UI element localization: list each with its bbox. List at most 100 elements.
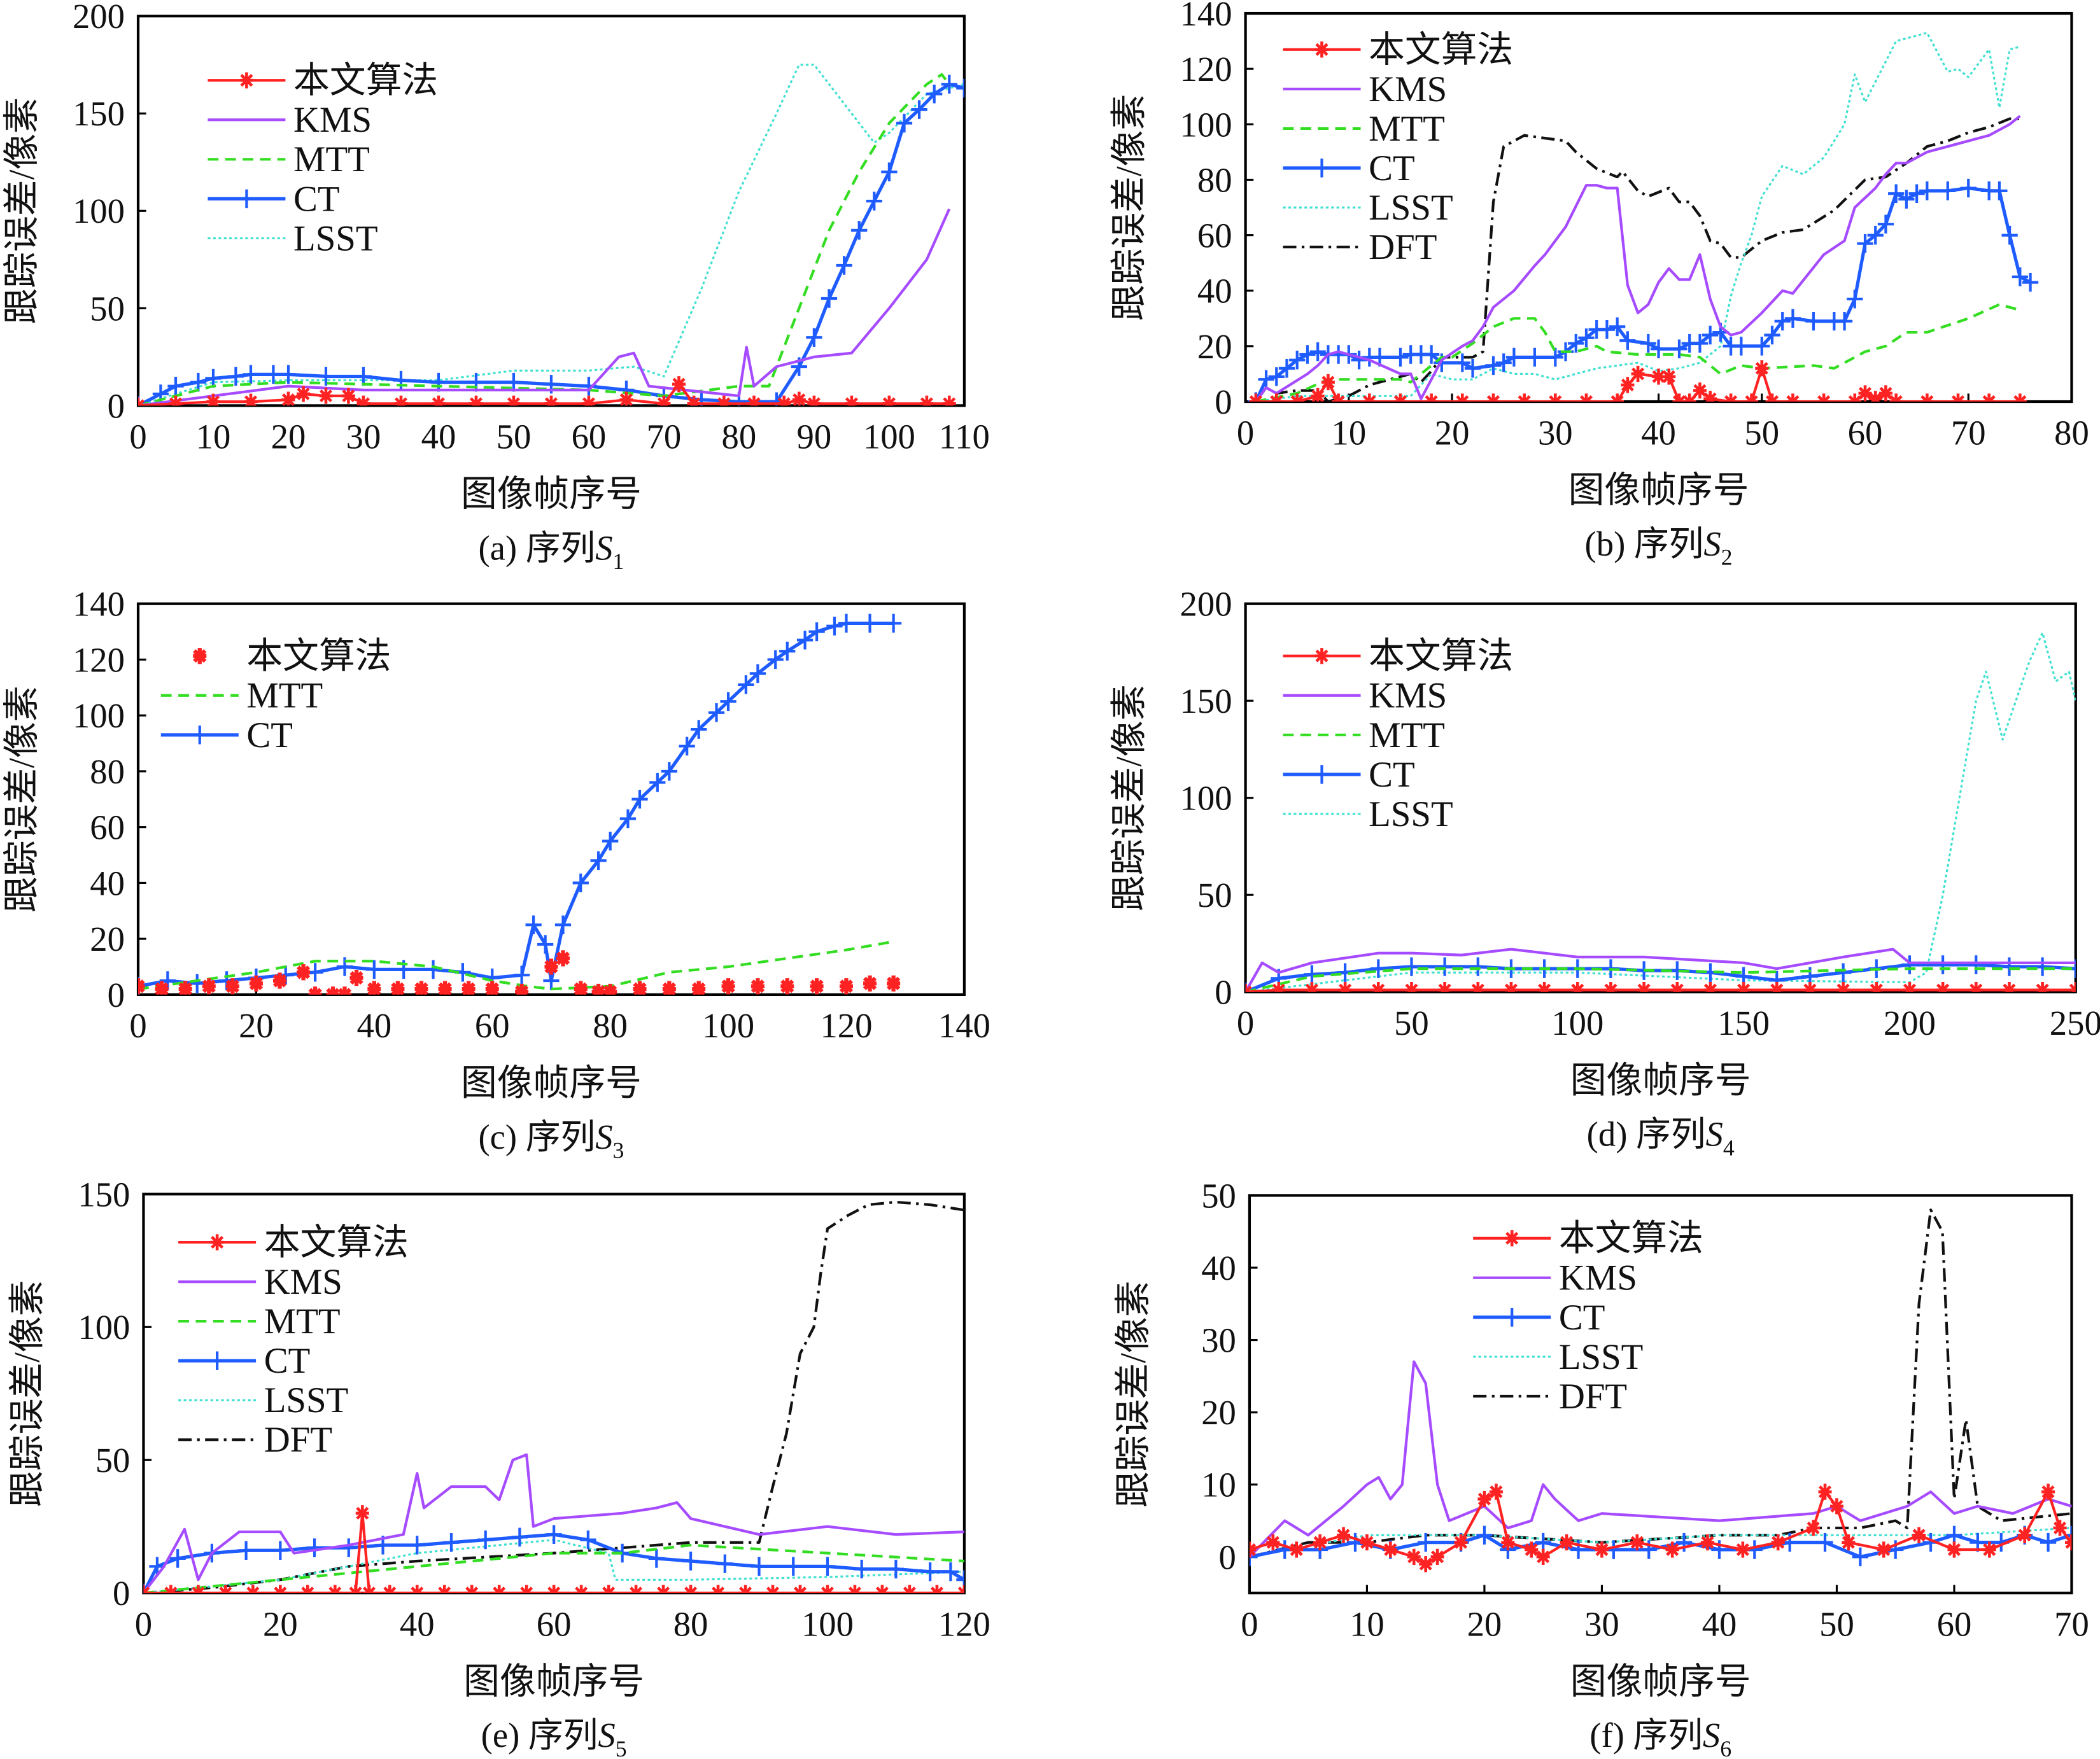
data-point-marker bbox=[1700, 1534, 1715, 1551]
data-point-marker bbox=[845, 395, 859, 406]
series-KMS bbox=[138, 208, 951, 406]
data-point-marker bbox=[861, 613, 878, 633]
x-tick-label: 20 bbox=[1467, 1604, 1502, 1643]
x-axis-label: 图像帧序号 bbox=[1570, 1662, 1751, 1702]
data-point-marker bbox=[2001, 957, 2018, 976]
data-point-marker bbox=[807, 395, 821, 406]
data-point-marker bbox=[349, 969, 363, 986]
y-tick-label: 80 bbox=[90, 752, 125, 791]
data-point-marker bbox=[1755, 360, 1769, 377]
x-tick-label: 0 bbox=[135, 1604, 152, 1643]
legend-marker bbox=[239, 72, 253, 88]
data-point-marker bbox=[272, 972, 287, 989]
data-point-marker bbox=[468, 372, 484, 392]
data-point-marker bbox=[911, 100, 927, 119]
data-point-marker bbox=[362, 1585, 376, 1594]
y-tick-label: 20 bbox=[1201, 1393, 1236, 1432]
data-point-marker bbox=[1829, 1498, 1843, 1515]
data-point-marker bbox=[437, 1585, 451, 1594]
x-tick-label: 40 bbox=[1641, 413, 1676, 452]
series-line bbox=[138, 208, 951, 406]
data-point-marker bbox=[1682, 393, 1696, 402]
data-point-marker bbox=[1805, 311, 1822, 331]
data-point-marker bbox=[249, 975, 264, 992]
data-point-marker bbox=[1338, 982, 1352, 992]
plot-area bbox=[1244, 11, 2073, 403]
data-point-marker bbox=[246, 1585, 260, 1594]
y-tick-label: 20 bbox=[1197, 327, 1232, 366]
x-tick-label: 0 bbox=[1241, 1604, 1258, 1643]
series-KMS bbox=[1245, 948, 2076, 992]
chart-panel-c: 0 20 40 60 80 100 120 140 0 20 40 60 80 100 120 140 图像帧序… bbox=[2, 585, 990, 1163]
data-point-marker bbox=[1570, 982, 1584, 992]
x-tick-label: 60 bbox=[537, 1604, 572, 1643]
data-point-marker bbox=[554, 915, 572, 934]
y-axis-label: 跟踪误差/像素 bbox=[7, 1280, 47, 1507]
caption-prefix: (c) 序列 bbox=[478, 1118, 595, 1156]
y-tick-label: 140 bbox=[73, 585, 125, 624]
panel-caption: (d) 序列S4 bbox=[1587, 1115, 1735, 1161]
x-tick-label: 10 bbox=[1349, 1604, 1385, 1643]
data-point-marker bbox=[692, 981, 706, 995]
data-point-marker bbox=[777, 395, 791, 406]
data-point-marker bbox=[2041, 1483, 2055, 1500]
x-tick-label: 60 bbox=[572, 417, 607, 456]
data-point-marker bbox=[1947, 1541, 1961, 1558]
data-point-marker bbox=[779, 641, 796, 661]
legend-label: DFT bbox=[1369, 227, 1437, 267]
series-CT bbox=[138, 74, 964, 406]
data-point-marker bbox=[1675, 1532, 1693, 1552]
data-point-marker bbox=[602, 831, 619, 851]
data-point-marker bbox=[1652, 368, 1666, 385]
data-point-marker bbox=[1919, 181, 1935, 200]
data-point-marker bbox=[1702, 325, 1719, 345]
data-point-marker bbox=[391, 981, 405, 995]
chart-panel-d: 0 50 100 150 200 250 0 50 100 150 200 图像帧序号 跟踪误差/像素 (… bbox=[1110, 585, 2100, 1161]
data-point-marker bbox=[1662, 368, 1676, 385]
data-point-marker bbox=[355, 367, 372, 386]
series-line bbox=[1255, 115, 2021, 402]
data-point-marker bbox=[1423, 345, 1440, 364]
data-point-marker bbox=[631, 790, 648, 809]
data-point-marker bbox=[218, 1585, 232, 1594]
legend-label: KMS bbox=[264, 1262, 342, 1302]
data-point-marker bbox=[1836, 311, 1853, 331]
data-point-marker bbox=[1309, 342, 1326, 361]
data-point-marker bbox=[1579, 393, 1593, 402]
data-point-marker bbox=[1525, 1541, 1539, 1558]
series-line bbox=[1245, 967, 2076, 992]
data-point-marker bbox=[1407, 1548, 1421, 1565]
x-axis-label: 图像帧序号 bbox=[463, 1662, 644, 1702]
data-point-marker bbox=[227, 367, 244, 386]
data-point-marker bbox=[328, 1585, 342, 1594]
data-point-marker bbox=[581, 377, 597, 396]
x-tick-label: 40 bbox=[356, 1006, 391, 1045]
x-tick-label: 60 bbox=[1848, 413, 1883, 452]
x-axis-label: 图像帧序号 bbox=[1570, 1060, 1751, 1100]
panel-caption: (a) 序列S1 bbox=[478, 528, 624, 574]
data-point-marker bbox=[793, 1585, 807, 1594]
data-point-marker bbox=[1934, 955, 1951, 974]
data-point-marker bbox=[469, 395, 483, 406]
data-point-marker bbox=[505, 372, 522, 392]
x-tick-label: 0 bbox=[129, 417, 146, 456]
data-point-marker bbox=[1835, 963, 1852, 982]
y-axis-label: 跟踪误差/像素 bbox=[2, 97, 42, 324]
series-LSST bbox=[1245, 631, 2076, 992]
data-point-marker bbox=[341, 1538, 357, 1557]
data-point-marker bbox=[1371, 982, 1385, 992]
data-point-marker bbox=[602, 1585, 616, 1594]
data-point-marker bbox=[1383, 1541, 1397, 1558]
caption-prefix: (f) 序列 bbox=[1589, 1716, 1703, 1755]
data-point-marker bbox=[1901, 955, 1918, 974]
x-axis-label: 图像帧序号 bbox=[461, 1063, 642, 1104]
data-point-marker bbox=[2001, 225, 2018, 245]
data-point-marker bbox=[1803, 982, 1817, 992]
data-point-marker bbox=[189, 974, 206, 993]
data-point-marker bbox=[1898, 190, 1915, 209]
data-point-marker bbox=[1912, 1527, 1926, 1543]
caption-prefix: (d) 序列 bbox=[1587, 1115, 1706, 1154]
data-point-marker bbox=[922, 1562, 938, 1581]
x-tick-label: 30 bbox=[1538, 413, 1573, 452]
data-point-marker bbox=[926, 84, 943, 104]
